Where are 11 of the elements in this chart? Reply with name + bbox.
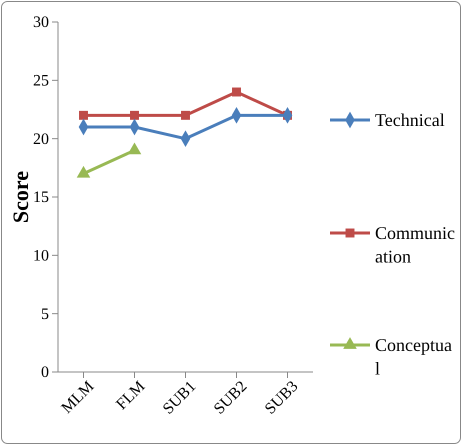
y-tick-label: 25 <box>33 72 49 90</box>
legend-label: Conceptual <box>375 335 452 378</box>
y-axis-title: Score <box>8 170 33 224</box>
legend-label: Communication <box>375 223 456 266</box>
legend-label: Technical <box>375 110 445 130</box>
y-tick-label: 5 <box>41 306 49 323</box>
y-tick-label: 15 <box>33 189 49 206</box>
y-tick-label: 30 <box>33 14 49 32</box>
y-tick-label: 10 <box>33 247 49 264</box>
y-tick-label: 0 <box>41 364 49 382</box>
y-tick-label: 20 <box>33 130 49 148</box>
